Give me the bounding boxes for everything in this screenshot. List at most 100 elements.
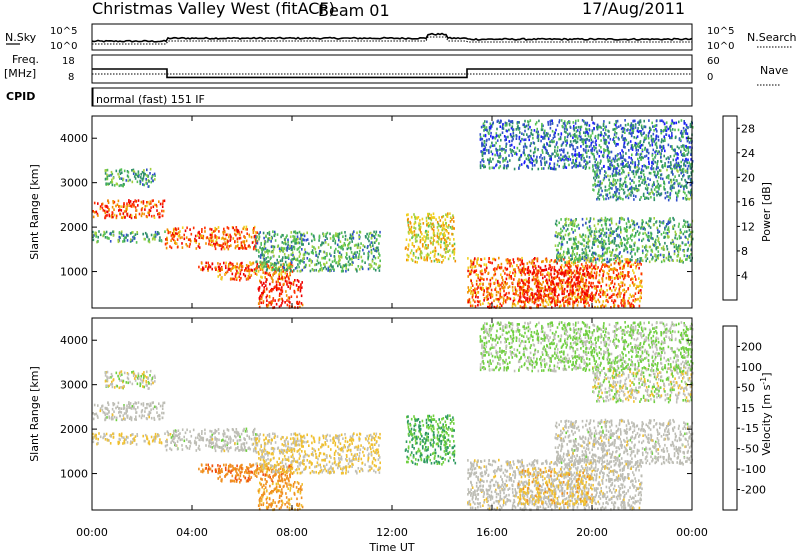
power-cell [170,234,173,237]
power-cell [504,266,507,270]
power-cell [575,141,577,144]
power-cell [440,237,443,241]
power-cell [583,287,586,291]
power-cell [575,299,577,303]
power-cell [265,278,268,281]
power-cell [672,227,675,230]
power-cell [511,286,514,289]
power-cell [557,285,560,289]
power-cell [366,232,368,236]
power-cell [670,178,673,182]
power-cell [576,298,579,302]
power-cell [442,254,444,258]
power-cell [543,290,545,293]
power-cell [653,193,655,196]
power-cell [527,154,529,157]
power-cell [687,238,689,241]
power-cell [137,174,139,178]
power-cell [420,231,422,234]
power-cell [447,250,449,253]
power-cell [407,217,409,221]
power-cell [285,294,288,297]
power-cell [266,232,269,235]
power-cell [276,233,279,236]
power-cell [602,242,605,245]
power-cell [674,175,676,178]
power-cell [126,239,129,242]
power-cell [535,267,537,270]
power-cell [632,222,634,226]
power-cell [471,304,474,308]
power-cell [612,180,614,184]
power-cell [161,202,164,205]
power-cell [173,231,175,234]
power-cell [567,224,570,227]
power-cell [530,156,532,160]
power-cell [370,250,373,254]
power-cell [687,190,690,194]
power-cell [426,223,428,227]
power-cell [192,226,195,230]
power-cell [648,217,651,220]
power-cell [687,223,690,227]
power-cell [527,123,530,127]
power-cell [560,259,563,263]
power-cell [101,206,104,210]
power-cell [665,231,667,235]
power-cell [325,232,327,236]
power-cell [631,170,633,174]
power-cell [95,210,98,214]
power-cell [579,242,582,245]
power-cell [638,233,640,236]
power-cell [588,304,590,307]
power-cell [663,185,665,189]
power-cell [618,169,621,172]
power-cell [147,200,149,204]
power-cell [621,267,624,270]
power-cell [422,222,425,225]
power-cell [123,215,125,218]
power-cell [616,195,618,199]
power-cell [408,226,410,229]
power-cell [511,121,514,125]
power-cell [599,234,602,237]
power-cell [501,286,504,290]
power-cell [592,183,594,187]
power-cell [558,305,561,308]
power-cell [624,302,626,305]
power-cell [407,213,409,216]
power-cell [569,258,571,261]
power-cell [638,284,641,288]
power-cell [544,275,546,278]
power-cell [574,236,577,239]
power-cell [635,149,638,152]
power-cell [372,244,374,247]
power-cell [585,281,587,285]
power-cell [252,261,255,265]
power-cell [614,183,617,186]
power-cell [559,158,561,162]
power-cell [292,283,295,286]
power-cell [439,219,442,222]
power-cell [570,254,572,257]
power-cell [320,266,323,270]
power-cell [575,245,578,248]
power-cell [631,191,634,195]
power-cell [623,262,626,266]
power-cell [410,225,413,229]
power-cell [602,290,604,294]
power-cell [547,132,549,136]
power-cell [326,231,329,235]
power-cell [611,164,614,167]
power-cell [679,248,682,251]
power-cell [631,304,634,308]
power-cell [590,259,592,263]
power-cell [565,217,568,221]
power-cell [126,202,128,205]
power-cell [533,292,536,296]
power-cell [355,256,357,259]
power-cell [246,228,248,231]
power-cell [556,124,559,127]
power-cell [190,232,193,236]
power-cell [631,255,633,258]
